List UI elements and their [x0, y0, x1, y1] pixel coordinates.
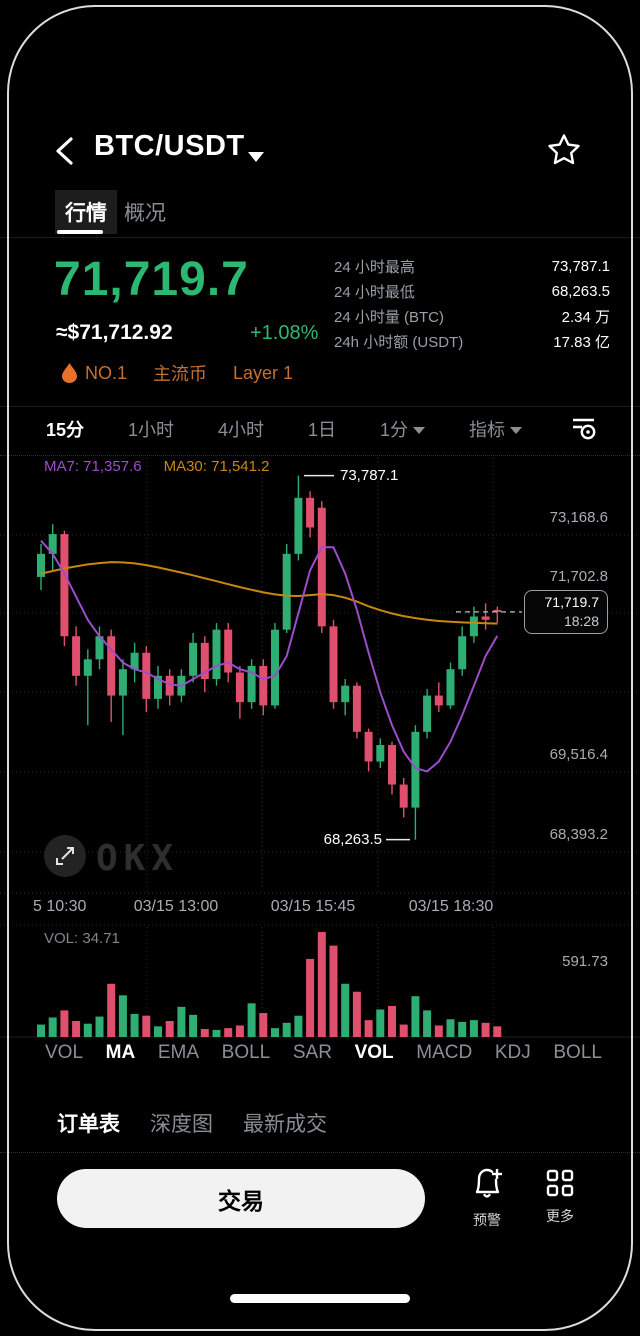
timeframe-dropdown-label: 1分	[380, 420, 409, 440]
indicator-tab-bar: VOL MA EMA BOLL SAR VOL MACD KDJ BOLL	[45, 1042, 602, 1064]
timeframe-dropdown[interactable]: 1分	[380, 416, 426, 442]
tab-overview[interactable]: 概况	[124, 202, 166, 225]
back-icon[interactable]	[50, 134, 80, 168]
pair-dropdown-icon[interactable]	[248, 152, 264, 162]
timeframe-1h[interactable]: 1小时	[128, 420, 175, 440]
rank-badge[interactable]: NO.1	[62, 363, 127, 384]
x-axis-label: 03/15 18:30	[408, 898, 494, 915]
stat-label: 24h 小时额 (USDT)	[334, 334, 464, 351]
rank-badge-label: NO.1	[85, 362, 128, 383]
x-axis-label: 03/15 13:00	[133, 898, 219, 915]
alert-label: 预警	[473, 1212, 501, 1228]
stat-value: 68,263.5	[551, 283, 610, 300]
header-divider	[0, 237, 640, 238]
y-axis-label: 69,516.4	[549, 746, 608, 763]
x-axis-label: 5 10:30	[33, 898, 87, 915]
high-annotation: 73,787.1	[340, 466, 399, 484]
indicator-tab-boll2[interactable]: BOLL	[553, 1042, 602, 1063]
stat-row-turnover-usdt: 24h 小时额 (USDT) 17.83 亿	[334, 329, 610, 354]
timeframe-15m[interactable]: 15分	[46, 420, 85, 440]
category-badge[interactable]: 主流币	[153, 364, 208, 384]
fiat-price: ≈$71,712.92	[56, 321, 173, 344]
indicator-tab-vol-overlay[interactable]: VOL	[45, 1042, 84, 1063]
last-price-tag-time: 18:28	[563, 612, 599, 629]
layer-badge[interactable]: Layer 1	[233, 362, 294, 383]
stat-value: 73,787.1	[551, 258, 610, 275]
chart-top-divider	[0, 455, 640, 456]
token-badges: NO.1 主流币 Layer 1	[62, 360, 293, 386]
more-label: 更多	[546, 1208, 574, 1224]
bottom-divider	[0, 1152, 640, 1153]
chevron-down-icon	[413, 426, 426, 434]
tab-market[interactable]: 行情	[55, 190, 117, 234]
okx-watermark: OKX	[96, 838, 180, 879]
home-indicator	[230, 1294, 410, 1303]
indicator-tab-boll[interactable]: BOLL	[221, 1042, 271, 1063]
low-annotation: 68,263.5	[323, 830, 382, 848]
flame-icon	[62, 363, 77, 383]
trade-button[interactable]: 交易	[57, 1169, 425, 1228]
bell-plus-icon	[475, 1168, 502, 1198]
stat-row-high: 24 小时最高 73,787.1	[334, 254, 610, 279]
x-axis-label: 03/15 15:45	[270, 898, 356, 915]
active-tab-underline	[57, 230, 103, 234]
ma30-legend: MA30: 71,541.2	[163, 458, 270, 475]
indicator-tab-ma[interactable]: MA	[105, 1042, 136, 1063]
tab-depth[interactable]: 深度图	[150, 1113, 213, 1136]
stat-label: 24 小时最低	[334, 284, 415, 301]
stat-label: 24 小时量 (BTC)	[334, 309, 445, 326]
orderbook-tab-bar: 订单表 深度图 最新成交	[57, 1108, 327, 1138]
ma7-legend: MA7: 71,357.6	[44, 458, 142, 475]
last-price-tag-value: 71,719.7	[544, 593, 600, 610]
timeframe-1d[interactable]: 1日	[308, 420, 337, 440]
indicator-tab-ema[interactable]: EMA	[157, 1042, 200, 1063]
indicator-tab-kdj[interactable]: KDJ	[494, 1042, 531, 1063]
pair-title[interactable]: BTC/USDT	[94, 130, 245, 162]
chart-settings-icon[interactable]	[566, 416, 596, 442]
tab-orderbook[interactable]: 订单表	[57, 1113, 120, 1136]
indicator-dropdown[interactable]: 指标	[469, 416, 523, 442]
last-price: 71,719.7	[54, 253, 249, 306]
section-divider	[0, 406, 640, 407]
grid-more-icon	[546, 1169, 574, 1197]
indicator-tab-sar[interactable]: SAR	[292, 1042, 332, 1063]
fullscreen-chart-button[interactable]	[44, 835, 86, 877]
stat-label: 24 小时最高	[334, 259, 415, 276]
expand-arrows-icon	[56, 847, 74, 865]
favorite-star-icon[interactable]	[546, 132, 582, 168]
stat-row-volume-btc: 24 小时量 (BTC) 2.34 万	[334, 304, 610, 329]
chevron-down-icon	[510, 426, 523, 434]
stat-value: 17.83 亿	[553, 334, 610, 351]
last-price-tag[interactable]: 71,719.7 18:28	[524, 589, 608, 634]
y-axis-label: 71,702.8	[549, 568, 608, 585]
stat-value: 2.34 万	[561, 309, 610, 326]
more-button[interactable]: 更多	[530, 1166, 590, 1226]
stat-row-low: 24 小时最低 68,263.5	[334, 279, 610, 304]
tab-latest-trades[interactable]: 最新成交	[243, 1113, 327, 1136]
indicator-dropdown-label: 指标	[469, 420, 506, 440]
volume-value-label: VOL: 34.71	[44, 930, 120, 947]
price-change: +1.08%	[250, 322, 319, 344]
indicator-tab-macd[interactable]: MACD	[416, 1042, 473, 1063]
stats-panel: 24 小时最高 73,787.1 24 小时最低 68,263.5 24 小时量…	[334, 254, 610, 354]
y-axis-label: 68,393.2	[549, 826, 608, 843]
price-alert-button[interactable]: 预警	[457, 1166, 517, 1230]
timeframe-4h[interactable]: 4小时	[218, 420, 265, 440]
volume-scale-label: 591.73	[562, 953, 608, 970]
y-axis-label: 73,168.6	[549, 509, 608, 526]
ma-legend: MA7: 71,357.6 MA30: 71,541.2	[44, 458, 270, 475]
indicator-tab-vol[interactable]: VOL	[354, 1042, 394, 1063]
timeframe-bar: 15分 1小时 4小时 1日 1分 指标	[46, 414, 596, 444]
